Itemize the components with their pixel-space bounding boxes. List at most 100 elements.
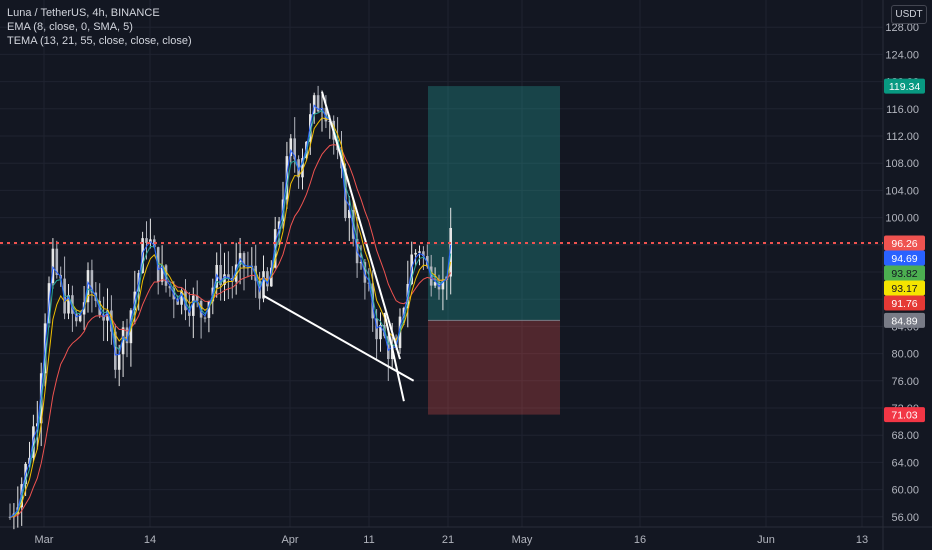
indicator-lines	[9, 104, 452, 518]
price-label-text: 94.69	[891, 253, 917, 265]
x-tick-label: Apr	[281, 534, 298, 546]
price-label-bg	[884, 265, 925, 281]
candle-body	[55, 248, 59, 275]
y-tick-label: 68.00	[891, 430, 919, 442]
candle-body	[359, 262, 363, 264]
price-label-text: 93.17	[891, 283, 917, 295]
candle-body	[324, 107, 328, 122]
price-label-text: 119.34	[889, 81, 920, 93]
candle-body	[180, 290, 183, 305]
candle-body	[160, 265, 164, 282]
y-tick-label: 104.00	[885, 185, 919, 197]
trendline	[383, 312, 405, 402]
y-tick-label: 116.00	[886, 104, 919, 116]
y-tick-label: 100.00	[885, 213, 919, 225]
y-tick-label: 76.00	[891, 376, 919, 388]
candle-body	[363, 262, 367, 283]
candle-body	[90, 270, 94, 293]
candle-body	[184, 290, 187, 311]
x-tick-label: 14	[144, 534, 156, 546]
price-label: 71.03	[884, 407, 925, 423]
candle-body	[441, 279, 445, 290]
candle-body	[67, 295, 70, 314]
price-label-text: 96.26	[891, 238, 917, 250]
candle-body	[301, 158, 304, 178]
candle-body	[262, 271, 265, 299]
candle-body	[348, 209, 351, 219]
position-zones	[428, 86, 560, 415]
y-tick-label: 108.00	[885, 158, 919, 170]
price-label: 93.17	[884, 280, 925, 296]
price-label: 91.76	[884, 295, 925, 311]
candle-body	[75, 313, 78, 322]
price-label-bg	[884, 295, 925, 311]
currency-button[interactable]: USDT	[891, 5, 927, 24]
candle-body	[351, 209, 355, 239]
candle-body	[289, 138, 293, 157]
stop-zone	[428, 320, 560, 415]
trendline	[263, 294, 415, 382]
candle-body	[195, 295, 199, 301]
candle-body	[320, 107, 324, 112]
candle-body	[227, 274, 230, 278]
ema-legend[interactable]: EMA (8, close, 0, SMA, 5)	[7, 21, 133, 33]
candle-body	[117, 354, 121, 370]
tema-fast-line	[9, 104, 452, 518]
candle-body	[207, 301, 211, 318]
profit-zone	[428, 86, 560, 321]
candle-body	[375, 318, 378, 340]
candle-body	[32, 426, 35, 458]
candle-body	[219, 264, 222, 285]
candle-body	[168, 285, 172, 289]
price-label-text: 84.89	[891, 315, 917, 327]
candle-body	[102, 314, 105, 321]
y-tick-label: 56.00	[891, 512, 919, 524]
candle-body	[145, 238, 148, 243]
candle-body	[121, 327, 125, 355]
candle-body	[203, 317, 207, 319]
tema-slow-line	[9, 144, 452, 518]
candle-body	[449, 227, 452, 277]
price-label: 119.34	[884, 78, 925, 94]
price-axis[interactable]: 56.0060.0064.0068.0072.0076.0080.0084.00…	[885, 22, 919, 524]
candle-body	[418, 251, 421, 253]
price-label: 93.82	[884, 265, 925, 281]
candle-body	[379, 324, 382, 340]
tema-legend[interactable]: TEMA (13, 21, 55, close, close, close)	[7, 35, 192, 47]
x-tick-label: Jun	[757, 534, 775, 546]
x-tick-label: Mar	[35, 534, 54, 546]
candle-body	[371, 283, 374, 319]
candle-body	[344, 168, 347, 219]
x-tick-label: 21	[442, 534, 454, 546]
price-labels: 119.34 96.26 94.69 93.82 93.17 91.76 84.89 71.0…	[884, 78, 925, 423]
candle-body	[192, 295, 195, 316]
candle-body	[422, 251, 425, 257]
candle-body	[223, 274, 226, 285]
candle-body	[242, 253, 246, 268]
price-label: 84.89	[884, 312, 925, 328]
candle-body	[293, 138, 296, 160]
price-label: 94.69	[884, 250, 925, 266]
price-label-bg	[884, 407, 925, 423]
time-axis[interactable]: Mar 14 Apr 11 21 May 16 Jun 13	[35, 534, 869, 546]
candle-body	[277, 221, 281, 230]
candle-body	[387, 336, 390, 359]
y-tick-label: 128.00	[885, 22, 919, 34]
x-tick-label: 13	[856, 534, 868, 546]
candle-body	[86, 270, 90, 303]
x-tick-label: 11	[363, 534, 374, 546]
symbol-title[interactable]: Luna / TetherUS, 4h, BINANCE	[7, 7, 160, 19]
chart-legend: Luna / TetherUS, 4h, BINANCE EMA (8, clo…	[7, 6, 192, 48]
price-label-bg	[884, 250, 925, 266]
x-tick-label: 16	[634, 534, 646, 546]
trendlines[interactable]	[263, 91, 415, 402]
candle-body	[78, 314, 82, 322]
candle-body	[414, 252, 417, 255]
price-label-bg	[884, 78, 925, 94]
candle-body	[39, 373, 43, 424]
candle-body	[316, 95, 320, 112]
y-tick-label: 80.00	[891, 349, 919, 361]
